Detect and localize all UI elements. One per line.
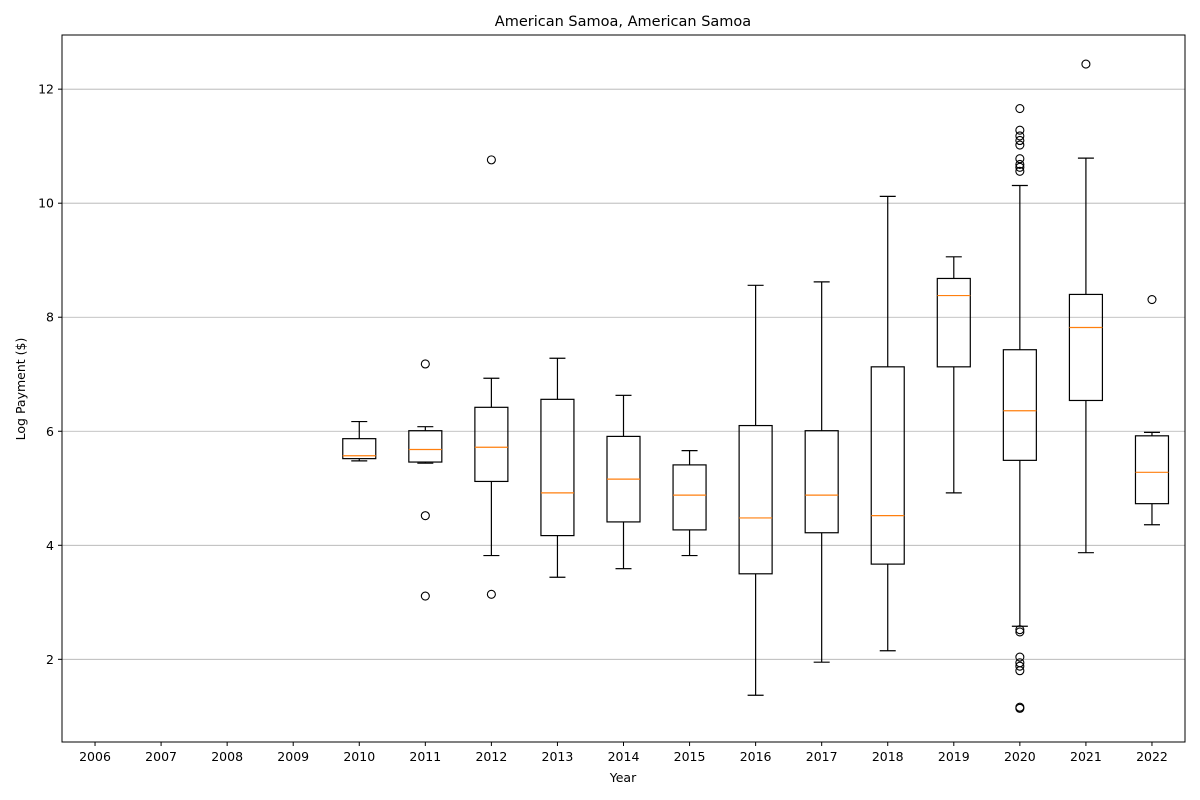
x-tick-label: 2006 (79, 749, 111, 764)
x-axis-label: Year (609, 770, 637, 785)
box-2011 (408, 359, 443, 601)
outlier-point (1015, 162, 1025, 172)
box-iqr (936, 277, 971, 368)
outlier-point (1015, 166, 1025, 176)
x-tick-label: 2010 (343, 749, 375, 764)
x-tick-label: 2014 (608, 749, 640, 764)
box-2013 (540, 357, 575, 578)
outlier-point (1015, 135, 1025, 146)
chart-title: American Samoa, American Samoa (495, 14, 751, 30)
box-iqr (408, 430, 443, 463)
outlier-point (1015, 652, 1025, 662)
outlier-point (420, 511, 430, 521)
y-tick-label: 4 (46, 538, 54, 553)
box-2015 (672, 450, 707, 557)
axes-frame (61, 34, 1186, 743)
box-iqr (540, 398, 575, 537)
outlier-point (1015, 154, 1025, 164)
outlier-point (1015, 666, 1025, 676)
x-tick-label: 2018 (872, 749, 904, 764)
box-iqr (1068, 293, 1104, 402)
box-2014 (606, 394, 641, 570)
y-axis-ticks: 2 4 6 8 10 12 (38, 82, 62, 667)
outlier-point (420, 591, 430, 601)
x-tick-label: 2022 (1136, 749, 1168, 764)
outlier-point (1015, 140, 1025, 150)
outlier-point (1147, 295, 1157, 305)
box-iqr (1134, 435, 1170, 505)
box-iqr (342, 438, 377, 460)
x-tick-label: 2009 (277, 749, 309, 764)
outlier-point (420, 359, 430, 369)
box-2019 (936, 256, 971, 494)
x-tick-label: 2011 (409, 749, 441, 764)
box-2020 (1002, 104, 1037, 713)
plot-area (342, 59, 1170, 713)
box-2022 (1134, 295, 1170, 526)
y-tick-label: 10 (38, 196, 54, 211)
x-tick-label: 2019 (938, 749, 970, 764)
outlier-point (1015, 661, 1025, 671)
y-axis-label: Log Payment ($) (13, 338, 28, 441)
box-2017 (804, 281, 839, 663)
x-tick-label: 2007 (145, 749, 177, 764)
y-tick-label: 8 (46, 310, 54, 325)
box-2012 (474, 155, 509, 599)
box-2021 (1068, 59, 1104, 554)
outlier-point (486, 155, 496, 165)
box-2018 (870, 195, 905, 652)
box-iqr (804, 430, 839, 534)
outlier-point (1015, 159, 1025, 169)
y-tick-label: 12 (38, 82, 54, 97)
y-tick-label: 6 (46, 424, 54, 439)
outlier-point (1015, 703, 1025, 713)
box-2016 (738, 284, 773, 696)
x-tick-label: 2015 (674, 749, 706, 764)
outlier-point (486, 589, 496, 599)
box-iqr (672, 464, 707, 531)
x-tick-label: 2020 (1004, 749, 1036, 764)
x-tick-label: 2013 (542, 749, 574, 764)
x-tick-label: 2012 (475, 749, 507, 764)
outlier-point (1015, 625, 1025, 635)
box-iqr (738, 424, 773, 575)
x-tick-label: 2008 (211, 749, 243, 764)
outlier-point (1015, 125, 1025, 135)
grid-lines (62, 88, 1185, 660)
outlier-point (1081, 59, 1091, 69)
x-tick-label: 2021 (1070, 749, 1102, 764)
box-2010 (342, 420, 377, 462)
x-tick-label: 2017 (806, 749, 838, 764)
x-axis-ticks: 2006 2007 2008 2009 2010 2011 2012 2013 2014 2015… (79, 742, 1168, 764)
box-iqr (474, 406, 509, 483)
y-tick-label: 2 (46, 652, 54, 667)
x-tick-label: 2016 (740, 749, 772, 764)
outlier-point (1015, 131, 1025, 141)
box-iqr (1002, 349, 1037, 461)
box-iqr (870, 366, 905, 565)
outlier-point (1015, 104, 1025, 114)
outlier-point (1015, 627, 1025, 637)
